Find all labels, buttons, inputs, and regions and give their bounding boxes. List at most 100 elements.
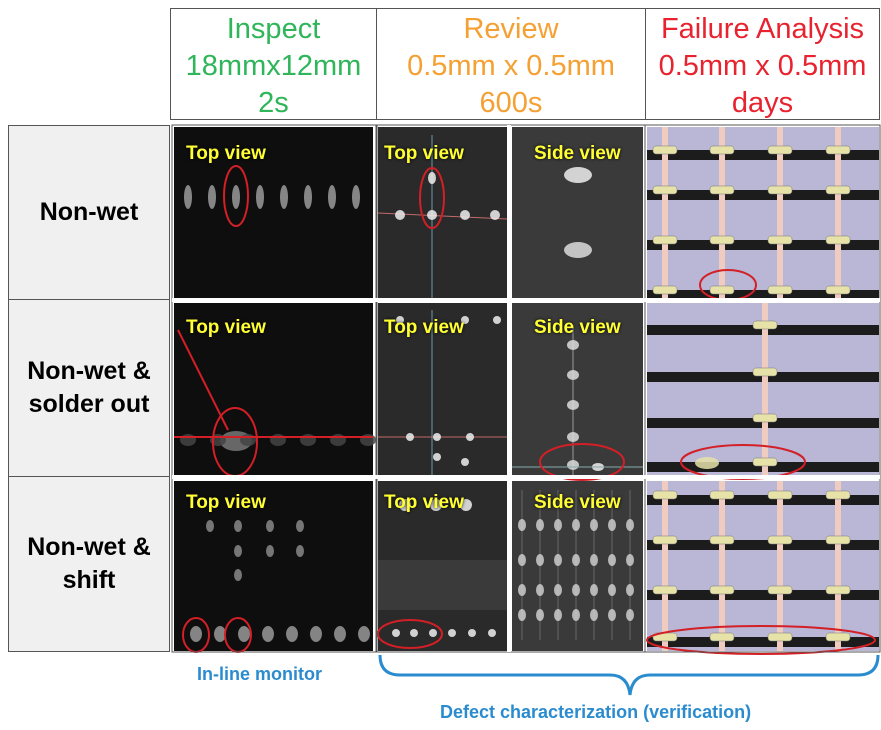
- solder-pad: [767, 490, 793, 500]
- solder-pad: [767, 535, 793, 545]
- solder-ball: [448, 629, 456, 637]
- copper-pillar: [719, 127, 725, 300]
- solder-pad: [709, 235, 735, 245]
- solder-pad: [652, 145, 678, 155]
- solder-ball: [554, 584, 562, 596]
- panel-label: Top view: [384, 492, 464, 513]
- defect-marker: [377, 619, 443, 649]
- solder-ball: [567, 340, 579, 350]
- solder-ball: [536, 609, 544, 621]
- solder-pad: [652, 185, 678, 195]
- solder-ball: [567, 370, 579, 380]
- panel-label: Top view: [384, 317, 464, 338]
- solder-pad: [825, 235, 851, 245]
- xray-image: [174, 127, 373, 300]
- xray-image: [512, 127, 643, 300]
- panel-label: Side view: [534, 317, 621, 338]
- cross-section-bar: [647, 150, 879, 160]
- solder-ball: [567, 432, 579, 442]
- copper-pillar: [662, 481, 668, 651]
- solder-ball: [296, 545, 304, 557]
- solder-pad: [767, 585, 793, 595]
- solder-ball: [493, 316, 501, 324]
- xray-image: [378, 303, 507, 475]
- solder-ball: [554, 519, 562, 531]
- solder-pad: [752, 367, 778, 377]
- copper-pillar: [719, 481, 725, 651]
- solder-ball: [184, 185, 192, 209]
- panel-label: Top view: [384, 143, 464, 164]
- solder-ball: [461, 458, 469, 466]
- solder-ball: [466, 433, 474, 441]
- solder-ball: [468, 629, 476, 637]
- solder-ball: [360, 434, 376, 446]
- solder-ball: [427, 210, 437, 220]
- solder-ball: [564, 242, 592, 258]
- panel-label: Top view: [186, 317, 266, 338]
- solder-ball: [488, 629, 496, 637]
- row-label: Non-wet: [8, 125, 170, 300]
- copper-pillar: [777, 127, 783, 300]
- solder-ball: [399, 499, 411, 511]
- solder-ball: [300, 434, 316, 446]
- column-title: Review: [463, 13, 559, 45]
- solder-ball: [590, 584, 598, 596]
- solder-pad: [652, 585, 678, 595]
- solder-ball: [572, 584, 580, 596]
- solder-ball: [572, 609, 580, 621]
- solder-ball: [460, 499, 472, 511]
- cross-section-bar: [647, 240, 879, 250]
- copper-pillar: [662, 127, 668, 300]
- solder-ball: [626, 554, 634, 566]
- solder-ball: [395, 210, 405, 220]
- solder-pad: [652, 235, 678, 245]
- solder-ball: [358, 626, 370, 642]
- panel-label: Top view: [186, 143, 266, 164]
- solder-ball: [330, 434, 346, 446]
- xray-image: [378, 560, 507, 610]
- solder-ball: [490, 210, 500, 220]
- solder-pad: [825, 585, 851, 595]
- column-title: Inspect: [226, 13, 321, 45]
- xray-image: [174, 481, 373, 651]
- solder-pad: [709, 285, 735, 295]
- solder-pad: [652, 285, 678, 295]
- solder-ball: [240, 434, 256, 446]
- solder-pad: [825, 185, 851, 195]
- cross-section-bar: [647, 495, 879, 505]
- solder-ball: [608, 584, 616, 596]
- column-size: 0.5mm x 0.5mm: [658, 50, 867, 82]
- solder-ball: [461, 316, 469, 324]
- column-header: Review 0.5mm x 0.5mm 600s: [376, 8, 646, 120]
- solder-ball: [626, 519, 634, 531]
- solder-ball: [208, 185, 216, 209]
- column-title: Failure Analysis: [660, 13, 865, 45]
- solder-pad: [752, 457, 778, 467]
- solder-pad: [709, 632, 735, 642]
- column-header: Failure Analysis 0.5mm x 0.5mm days: [645, 8, 880, 120]
- panel-label: Top view: [186, 492, 266, 513]
- solder-pad: [709, 185, 735, 195]
- solder-pad: [709, 145, 735, 155]
- guide-line: [177, 329, 229, 431]
- solder-ball: [238, 626, 250, 642]
- defect-marker: [419, 167, 445, 229]
- solder-ball: [567, 460, 579, 470]
- solder-ball: [536, 584, 544, 596]
- column-time: 600s: [479, 87, 543, 119]
- cell-border: [644, 124, 881, 653]
- copper-pillar: [777, 481, 783, 651]
- solder-ball: [304, 185, 312, 209]
- solder-ball: [564, 167, 592, 183]
- solder-ball: [234, 520, 242, 532]
- solder-ball: [433, 433, 441, 441]
- cross-section-bar: [647, 290, 879, 300]
- solder-ball: [266, 545, 274, 557]
- solder-pad: [709, 490, 735, 500]
- solder-ball: [430, 499, 442, 511]
- solder-ball: [590, 554, 598, 566]
- solder-ball: [270, 434, 286, 446]
- footer-note: Defect characterization (verification): [440, 702, 752, 722]
- cell-border: [171, 124, 378, 653]
- defect-marker: [223, 165, 249, 227]
